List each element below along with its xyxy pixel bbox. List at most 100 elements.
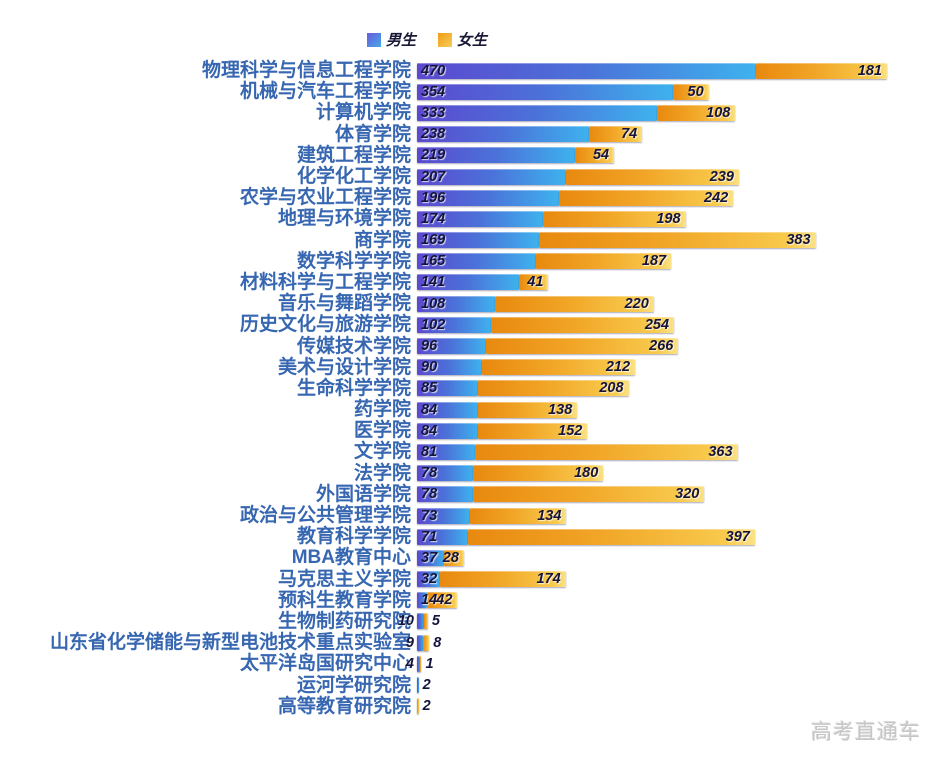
male-value-label: 71	[421, 528, 438, 545]
male-bar-segment[interactable]	[417, 253, 537, 270]
chart-row: 计算机学院 333 108	[0, 102, 922, 123]
female-bar-segment[interactable]	[475, 443, 738, 460]
female-bar-segment[interactable]	[558, 189, 734, 206]
male-value-label: 102	[421, 316, 446, 333]
category-label: 化学化工学院	[296, 166, 411, 188]
legend-item-male[interactable]: 男生	[367, 29, 416, 50]
bar-track: 174 198	[417, 210, 922, 227]
female-bar-segment[interactable]	[440, 571, 566, 588]
female-bar-segment[interactable]	[443, 549, 464, 566]
female-bar-segment[interactable]	[427, 592, 458, 609]
female-bar-segment[interactable]	[518, 274, 549, 291]
male-bar-segment[interactable]	[417, 528, 469, 545]
male-bar-segment[interactable]	[417, 380, 479, 397]
category-label: 药学院	[353, 399, 411, 421]
female-bar-segment[interactable]	[542, 210, 686, 227]
male-value-label: 2	[422, 677, 431, 694]
male-bar-segment[interactable]	[417, 549, 444, 566]
female-bar-segment[interactable]	[478, 380, 629, 397]
category-label: 商学院	[353, 229, 411, 251]
chart-row: 预科生教育学院 14 42	[0, 590, 922, 611]
female-bar-segment[interactable]	[756, 62, 887, 79]
female-bar-segment[interactable]	[473, 465, 604, 482]
male-bar-segment[interactable]	[417, 274, 519, 291]
bar-track: 219 54	[417, 147, 922, 164]
category-label: 计算机学院	[315, 102, 411, 124]
category-label: 文学院	[353, 441, 411, 463]
female-value-label: 242	[704, 189, 729, 206]
female-bar-segment[interactable]	[536, 253, 672, 270]
category-label: 数学科学学院	[296, 250, 411, 272]
male-bar-segment[interactable]	[417, 83, 673, 100]
male-bar-segment[interactable]	[417, 507, 470, 524]
bar-track: 96 266	[417, 338, 922, 355]
chart-row: 教育科学学院 71 397	[0, 526, 922, 547]
male-bar-segment[interactable]	[417, 189, 559, 206]
chart-rows: 物理科学与信息工程学院 470 181 机械与汽车工程学院 354 50 计算机…	[0, 60, 922, 717]
male-bar-segment[interactable]	[417, 613, 425, 630]
female-bar-segment[interactable]	[469, 507, 567, 524]
male-bar-segment[interactable]	[417, 316, 491, 333]
female-bar-segment[interactable]	[473, 486, 705, 503]
female-bar-segment[interactable]	[419, 655, 422, 672]
male-bar-segment[interactable]	[417, 443, 476, 460]
male-bar-segment[interactable]	[417, 401, 478, 418]
female-bar-segment[interactable]	[417, 698, 419, 715]
male-bar-segment[interactable]	[417, 104, 658, 121]
male-bar-segment[interactable]	[417, 465, 474, 482]
male-bar-segment[interactable]	[417, 210, 543, 227]
female-bar-segment[interactable]	[539, 232, 816, 249]
bar-track: 4 1	[406, 655, 922, 672]
male-bar-segment[interactable]	[417, 634, 424, 651]
female-bar-segment[interactable]	[424, 613, 428, 630]
male-value-label: 196	[421, 189, 446, 206]
legend-item-female[interactable]: 女生	[438, 29, 487, 50]
female-bar-segment[interactable]	[566, 168, 739, 185]
male-bar-segment[interactable]	[417, 126, 589, 143]
chart-row: 药学院 84 138	[0, 399, 922, 420]
bar-track: 165 187	[417, 253, 922, 270]
category-label: 法学院	[353, 462, 411, 484]
female-bar-segment[interactable]	[477, 401, 578, 418]
chart-row: 法学院 78 180	[0, 463, 922, 484]
watermark: 高考直通车	[811, 721, 921, 744]
chart-row: 音乐与舞蹈学院 108 220	[0, 293, 922, 314]
bar-track: 73 134	[417, 507, 922, 524]
male-bar-segment[interactable]	[417, 571, 441, 588]
male-bar-segment[interactable]	[417, 359, 482, 376]
female-bar-segment[interactable]	[494, 295, 654, 312]
bar-track: 81 363	[417, 443, 922, 460]
male-bar-segment[interactable]	[417, 295, 495, 312]
male-bar-segment[interactable]	[417, 168, 567, 185]
female-bar-segment[interactable]	[481, 359, 636, 376]
male-bar-segment[interactable]	[417, 232, 539, 249]
male-value-label: 90	[421, 359, 438, 376]
female-bar-segment[interactable]	[588, 126, 643, 143]
female-bar-segment[interactable]	[468, 528, 755, 545]
male-bar-segment[interactable]	[417, 62, 757, 79]
male-bar-segment[interactable]	[417, 655, 420, 672]
female-bar-segment[interactable]	[423, 634, 430, 651]
female-bar-segment[interactable]	[490, 316, 674, 333]
bar-track: 102 254	[417, 316, 922, 333]
male-bar-segment[interactable]	[417, 486, 474, 503]
female-bar-segment[interactable]	[672, 83, 709, 100]
male-bar-segment[interactable]	[417, 677, 419, 694]
female-bar-segment[interactable]	[657, 104, 736, 121]
male-value-label: 10	[397, 613, 414, 630]
bar-track: 10 5	[398, 613, 922, 630]
male-bar-segment[interactable]	[417, 422, 478, 439]
chart-row: 文学院 81 363	[0, 441, 922, 462]
female-bar-segment[interactable]	[477, 422, 588, 439]
male-bar-segment[interactable]	[417, 147, 576, 164]
male-bar-segment[interactable]	[417, 592, 428, 609]
female-bar-segment[interactable]	[486, 338, 679, 355]
male-value-label: 354	[421, 83, 446, 100]
bar-track: 37 28	[417, 549, 922, 566]
chart-row: 生命科学学院 85 208	[0, 378, 922, 399]
chart-legend: 男生 女生	[367, 29, 487, 50]
male-bar-segment[interactable]	[417, 338, 487, 355]
chart-row: 高等教育研究院 2	[0, 696, 922, 717]
female-bar-segment[interactable]	[575, 147, 615, 164]
bar-track: 2	[417, 698, 922, 715]
